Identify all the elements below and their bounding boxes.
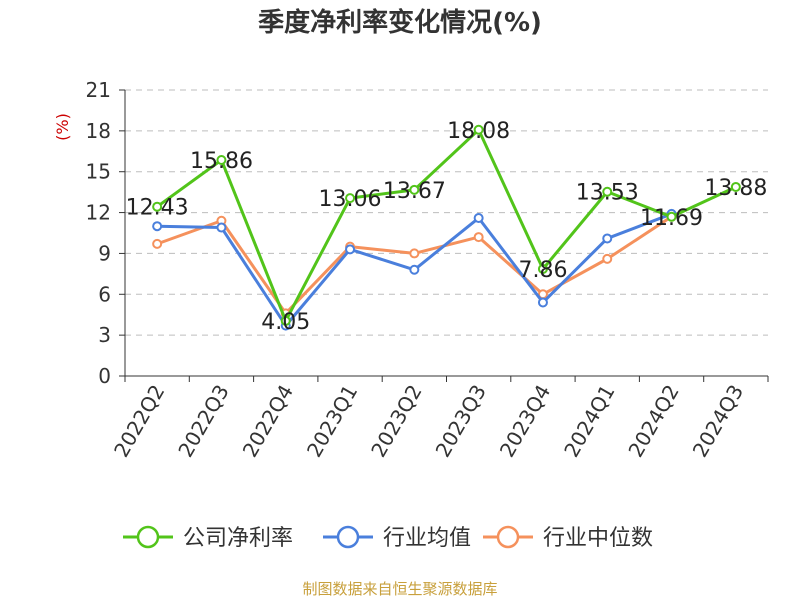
y-tick-label: 18 [86, 119, 111, 143]
x-tick-label: 2024Q3 [688, 381, 748, 462]
chart-title: 季度净利率变化情况(%) [258, 8, 542, 38]
x-tick-label: 2022Q4 [238, 381, 298, 462]
x-tick-label: 2023Q4 [495, 381, 555, 462]
data-point[interactable] [345, 193, 356, 204]
x-tick-label: 2024Q1 [559, 381, 619, 462]
data-label: 13.67 [383, 179, 446, 204]
data-point[interactable] [537, 263, 548, 274]
y-tick-label: 6 [98, 282, 111, 306]
grid-layer [125, 89, 768, 336]
data-point[interactable] [409, 264, 420, 275]
data-point[interactable] [602, 233, 613, 244]
data-point[interactable] [730, 181, 741, 192]
y-tick-label: 0 [98, 364, 111, 388]
data-label: 15.86 [190, 149, 253, 174]
y-axis-title: (%) [53, 113, 72, 141]
x-tick-label: 2023Q1 [302, 381, 362, 462]
x-tick-label: 2023Q2 [366, 381, 426, 462]
y-tick-label: 21 [86, 78, 111, 102]
data-label: 7.86 [518, 258, 567, 283]
data-point[interactable] [345, 244, 356, 255]
source-footer: 制图数据来自恒生聚源数据库 [302, 580, 498, 598]
data-point[interactable] [152, 201, 163, 212]
data-point[interactable] [152, 238, 163, 249]
legend-item-2[interactable]: 行业中位数 [483, 525, 653, 551]
y-tick-label: 9 [98, 241, 111, 265]
data-point[interactable] [602, 253, 613, 264]
legend-label: 行业均值 [383, 526, 471, 551]
legend-marker [136, 525, 160, 549]
data-point[interactable] [409, 248, 420, 259]
data-point[interactable] [473, 232, 484, 243]
data-label: 12.43 [126, 196, 189, 221]
y-tick-label: 12 [86, 201, 111, 225]
x-tick-label: 2024Q2 [623, 381, 683, 462]
legend-item-0[interactable]: 公司净利率 [123, 525, 293, 551]
data-point[interactable] [216, 222, 227, 233]
series-layer [152, 124, 741, 331]
legend[interactable]: 公司净利率 行业均值 行业中位数 [123, 525, 653, 551]
x-tick-label: 2023Q3 [431, 381, 491, 462]
x-tick-label: 2022Q2 [109, 381, 169, 462]
y-tick-label: 3 [98, 323, 111, 347]
data-point[interactable] [216, 155, 227, 166]
data-point[interactable] [280, 315, 291, 326]
data-label: 13.06 [319, 187, 382, 212]
data-label: 13.53 [576, 181, 639, 206]
legend-item-1[interactable]: 行业均值 [323, 525, 471, 551]
data-point[interactable] [409, 184, 420, 195]
data-point[interactable] [473, 124, 484, 135]
data-point[interactable] [602, 186, 613, 197]
data-point[interactable] [152, 221, 163, 232]
x-tick-label: 2022Q3 [173, 381, 233, 462]
data-point[interactable] [666, 211, 677, 222]
legend-marker [336, 525, 360, 549]
legend-label: 公司净利率 [183, 526, 293, 551]
data-point[interactable] [537, 297, 548, 308]
legend-marker [496, 525, 520, 549]
data-label: 11.69 [640, 206, 703, 231]
data-label: 4.05 [261, 310, 310, 335]
data-point[interactable] [473, 213, 484, 224]
series-line-0 [156, 128, 737, 323]
legend-label: 行业中位数 [543, 526, 653, 551]
data-label: 13.88 [704, 176, 767, 201]
y-tick-label: 15 [86, 160, 111, 184]
data-label: 18.08 [447, 119, 510, 144]
